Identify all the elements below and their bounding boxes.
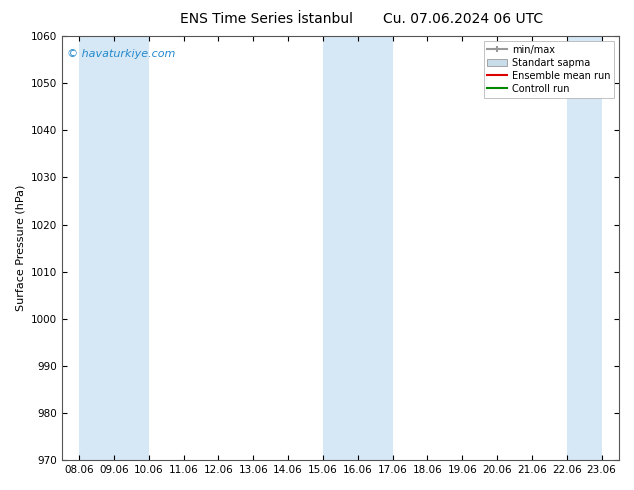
Text: ENS Time Series İstanbul: ENS Time Series İstanbul xyxy=(180,12,353,26)
Text: Cu. 07.06.2024 06 UTC: Cu. 07.06.2024 06 UTC xyxy=(383,12,543,26)
Text: © havaturkiye.com: © havaturkiye.com xyxy=(67,49,176,59)
Legend: min/max, Standart sapma, Ensemble mean run, Controll run: min/max, Standart sapma, Ensemble mean r… xyxy=(484,41,614,98)
Y-axis label: Surface Pressure (hPa): Surface Pressure (hPa) xyxy=(15,185,25,311)
Bar xyxy=(323,36,392,460)
Bar xyxy=(79,36,149,460)
Bar xyxy=(567,36,602,460)
